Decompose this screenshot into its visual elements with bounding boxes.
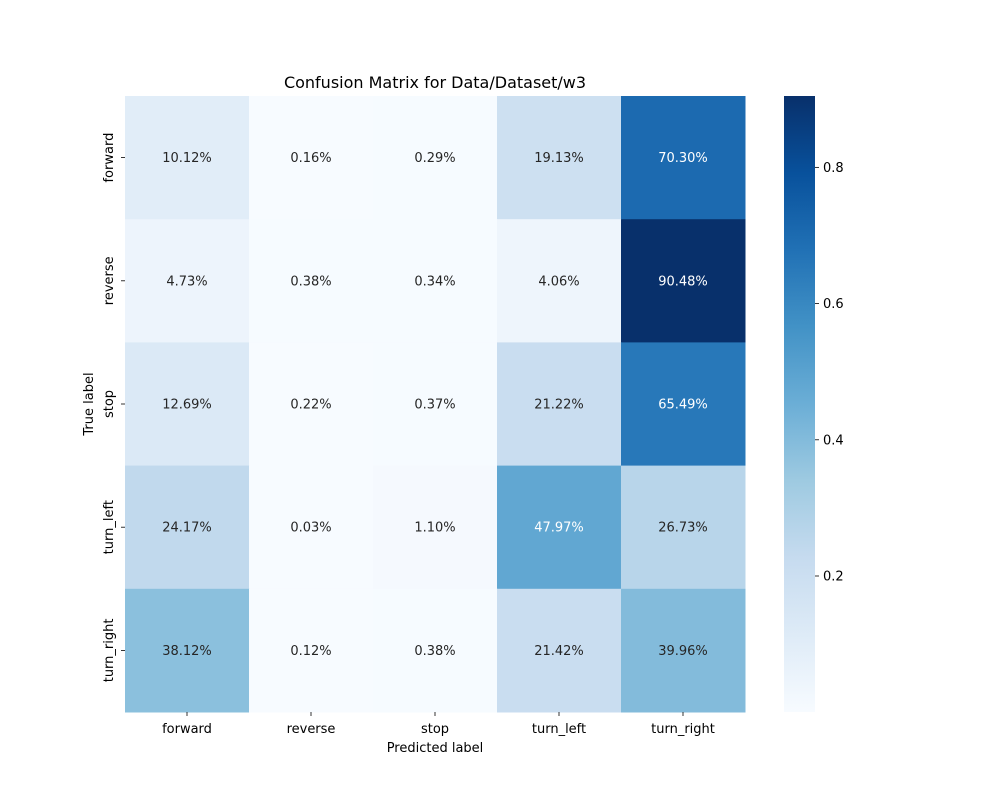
x-tick-label: turn_right (651, 722, 715, 737)
cell-annotation: 38.12% (162, 644, 212, 659)
y-axis-label: True label (82, 372, 97, 436)
cell-annotation: 4.06% (538, 274, 579, 289)
cell-annotation: 12.69% (162, 398, 212, 413)
y-axis: forward reverse stop turn_left turn_right (102, 133, 125, 683)
heatmap-cell (621, 219, 746, 343)
heatmap-cell (497, 465, 622, 590)
colorbar-ticks: 0.2 0.4 0.6 0.8 (815, 161, 844, 584)
heatmap-cell (249, 219, 374, 343)
heatmap-cell (249, 342, 374, 467)
y-tick-label: turn_left (102, 500, 117, 554)
heatmap-cell (125, 96, 250, 220)
cell-annotation: 0.38% (290, 274, 331, 289)
cell-annotation: 0.12% (290, 644, 331, 659)
heatmap-cell (373, 465, 498, 590)
x-axis-label: Predicted label (387, 741, 484, 756)
x-tick-label: turn_left (532, 722, 586, 737)
heatmap-cell (497, 96, 622, 220)
y-tick-label: forward (102, 133, 117, 183)
heatmap-cell (125, 342, 250, 467)
heatmap-cell (621, 465, 746, 590)
cell-annotation: 4.73% (166, 274, 207, 289)
heatmap-cell (497, 588, 622, 713)
cell-annotation: 0.22% (290, 398, 331, 413)
cell-annotation: 21.22% (534, 398, 584, 413)
heatmap-cell (621, 96, 746, 220)
heatmap-cell (497, 219, 622, 343)
heatmap-cell (249, 465, 374, 590)
heatmap-cell (497, 342, 622, 467)
heatmap-cell (125, 219, 250, 343)
heatmap-cell (249, 588, 374, 713)
heatmap-cell (373, 342, 498, 467)
cell-annotation: 0.29% (414, 151, 455, 166)
cell-annotation: 0.03% (290, 521, 331, 536)
heatmap-cell (621, 342, 746, 467)
heatmap-cell (125, 588, 250, 713)
heatmap-cell (621, 588, 746, 713)
heatmap-cells: 10.12% 0.16% 0.29% 19.13% 70.30% 4.73% 0.38% 0.… (125, 96, 746, 713)
heatmap-cell (373, 96, 498, 220)
cell-annotation: 65.49% (658, 398, 708, 413)
cell-annotation: 1.10% (414, 521, 455, 536)
cell-annotation: 47.97% (534, 521, 584, 536)
cell-annotation: 70.30% (658, 151, 708, 166)
cell-annotation: 10.12% (162, 151, 212, 166)
cell-annotation: 0.37% (414, 398, 455, 413)
chart-title: Confusion Matrix for Data/Dataset/w3 (284, 73, 586, 92)
cell-annotation: 0.38% (414, 644, 455, 659)
cell-annotation: 0.16% (290, 151, 331, 166)
cell-annotation: 24.17% (162, 521, 212, 536)
colorbar-tick-label: 0.4 (823, 433, 844, 448)
x-tick-label: reverse (287, 722, 336, 737)
heatmap-cell (249, 96, 374, 220)
heatmap-cell (373, 588, 498, 713)
colorbar (784, 96, 815, 712)
colorbar-tick-label: 0.6 (823, 297, 844, 312)
cell-annotation: 90.48% (658, 274, 708, 289)
heatmap-cell (125, 465, 250, 590)
x-axis: forward reverse stop turn_left turn_right (162, 712, 715, 737)
cell-annotation: 0.34% (414, 274, 455, 289)
y-tick-label: reverse (102, 256, 117, 305)
colorbar-tick-label: 0.8 (823, 161, 844, 176)
x-tick-label: forward (162, 722, 212, 737)
colorbar-tick-label: 0.2 (823, 569, 844, 584)
x-tick-label: stop (421, 722, 449, 737)
cell-annotation: 21.42% (534, 644, 584, 659)
cell-annotation: 26.73% (658, 521, 708, 536)
cell-annotation: 19.13% (534, 151, 584, 166)
cell-annotation: 39.96% (658, 644, 708, 659)
y-tick-label: turn_right (102, 619, 117, 683)
heatmap-cell (373, 219, 498, 343)
y-tick-label: stop (102, 390, 117, 418)
